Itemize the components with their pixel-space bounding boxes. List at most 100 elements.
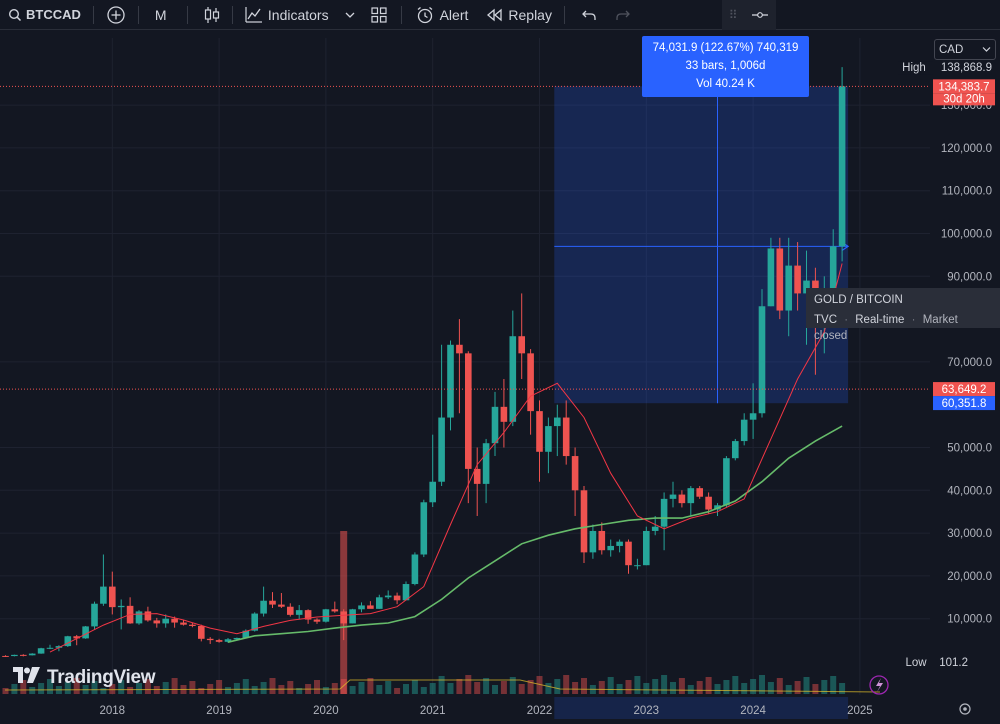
volume-bar [269, 678, 276, 694]
settings-gear-icon [959, 703, 971, 715]
crosshair-price-label-bg [933, 382, 995, 397]
range-low-label: 60,351.8 [942, 398, 987, 410]
volume-bar [812, 684, 819, 694]
volume-bar [420, 687, 427, 694]
high-tag-bg [898, 61, 933, 75]
lightning-bolt [876, 678, 883, 692]
candle-body [20, 654, 27, 656]
chevron-down-icon [982, 44, 991, 56]
symbol-search[interactable]: BTCCAD [8, 0, 81, 30]
drag-handle-icon: ⠿ [728, 8, 738, 22]
candle-body [251, 613, 258, 631]
candle-body [411, 554, 419, 585]
candle-body [518, 336, 525, 354]
price-axis[interactable]: 10,000.0 20,000.0 30,000.0 40,000.0 50,000.0… [869, 61, 995, 695]
candle-body [269, 600, 276, 605]
candle-body [625, 541, 632, 566]
volume-bar [581, 678, 587, 694]
volume-bar [634, 676, 641, 694]
interval-label: M [154, 6, 167, 23]
measure-tooltip: 74,031.9 (122.67%) 740,319 33 bars, 1,00… [642, 36, 809, 97]
volume-bar [500, 681, 507, 694]
redo-button[interactable] [615, 0, 631, 30]
interval-button[interactable]: M [155, 0, 179, 30]
volume-bar [705, 677, 712, 694]
grid-layout-icon [370, 6, 387, 23]
time-tick-label: 2018 [100, 705, 126, 717]
indicators-label: Indicators [267, 6, 329, 23]
time-tick-label: 2020 [313, 705, 339, 717]
price-tick-label: 40,000.0 [947, 485, 992, 497]
candle-body [607, 545, 614, 551]
replay-label: Replay [508, 6, 552, 23]
chart-type-button[interactable] [204, 0, 220, 30]
measure-rect [554, 86, 849, 404]
chevron-down-icon[interactable] [345, 11, 355, 19]
volume-bar [2, 688, 9, 694]
candle-body [580, 490, 588, 553]
volume-bar [483, 678, 490, 694]
plus-circle-icon [106, 5, 126, 25]
last-price-label: 134,383.7 [938, 81, 989, 93]
currency-select[interactable]: CAD [934, 39, 996, 60]
volume-bar [403, 684, 409, 694]
volume-bar [411, 680, 418, 694]
candle-body [678, 494, 686, 504]
candle-body [37, 648, 45, 654]
candle-body [384, 595, 392, 598]
volume-bar [47, 679, 53, 694]
volume-bar [296, 688, 303, 694]
candle-body [509, 336, 517, 422]
time-tick-label: 2023 [634, 705, 660, 717]
time-tick-label: 2025 [847, 705, 873, 717]
countdown-label: 30d 20h [943, 93, 985, 105]
time-axis[interactable]: 2018 2019 2020 2021 2022 2023 2024 2025 [100, 703, 971, 717]
volume-bar [652, 679, 659, 694]
layouts-button[interactable] [370, 0, 387, 30]
symbol-info-separator: · [911, 314, 916, 326]
price-tick-label: 70,000.0 [947, 357, 992, 369]
toolbar-divider [186, 5, 188, 24]
volume-ma-line [4, 679, 881, 693]
candle-body [180, 622, 187, 625]
alert-button[interactable]: Alert [416, 0, 468, 30]
symbol-label: BTCCAD [26, 7, 81, 22]
candle-body [64, 636, 72, 647]
candle-body [171, 618, 178, 623]
tradingview-logo[interactable]: TradingView [12, 666, 156, 690]
drawing-toolbar-handle[interactable]: ⠿ [722, 0, 776, 30]
candle-body [367, 605, 374, 609]
moving-averages [49, 263, 843, 653]
measure-bars: 33 bars, 1,006d [685, 60, 766, 72]
candle-body [153, 620, 161, 624]
volume-bar [91, 681, 98, 694]
candle-body [2, 655, 9, 657]
volume-bar [759, 675, 765, 694]
volume-bar [189, 681, 196, 694]
tv-logo-icon [12, 666, 42, 690]
candle-body [206, 638, 214, 641]
candle-body [376, 597, 383, 609]
redo-icon [615, 8, 631, 22]
volume-bar [545, 683, 552, 694]
candle-body [740, 419, 748, 442]
volume-bar [670, 682, 676, 694]
volume-bar [376, 685, 383, 694]
candle-body [651, 526, 659, 531]
candle-body [473, 468, 481, 484]
candle-body [687, 488, 695, 504]
replay-button[interactable]: Replay [486, 0, 552, 30]
chart-area[interactable]: 10,000.0 20,000.0 30,000.0 40,000.0 50,000.0… [0, 30, 1000, 724]
compare-button[interactable] [106, 0, 126, 30]
indicators-button[interactable]: Indicators [245, 0, 355, 30]
candle-body [402, 584, 410, 601]
toolbar-divider [92, 5, 94, 24]
undo-button[interactable] [581, 0, 597, 30]
sma-fast-line [49, 263, 843, 653]
volume-bar [509, 677, 516, 694]
price-chart[interactable]: 10,000.0 20,000.0 30,000.0 40,000.0 50,000.0… [0, 30, 1000, 724]
candle-body [456, 344, 463, 354]
candle-body [482, 443, 490, 484]
volume-bar [518, 684, 525, 694]
volume-bar [11, 684, 18, 694]
